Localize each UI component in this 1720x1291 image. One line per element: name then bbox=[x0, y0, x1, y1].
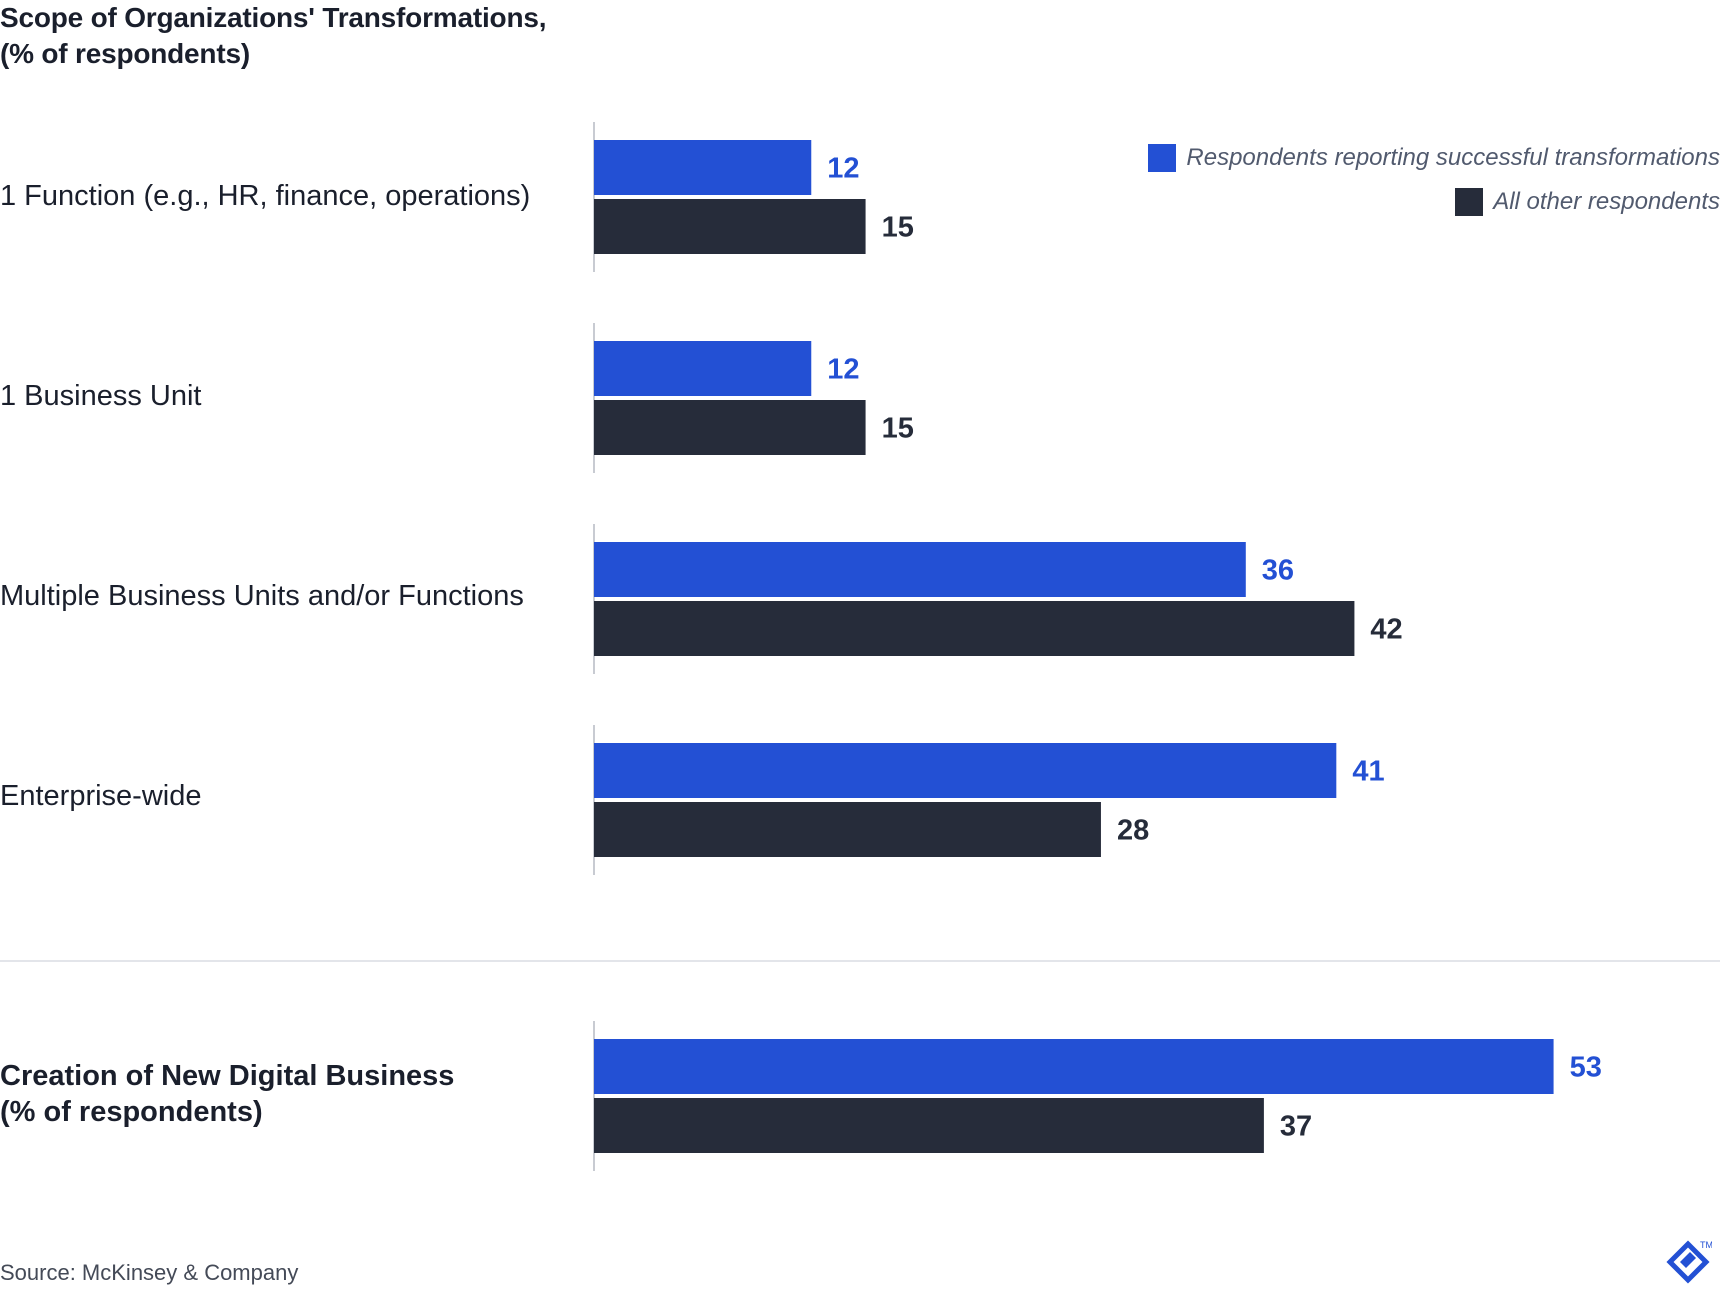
legend-label-successful: Respondents reporting successful transfo… bbox=[1186, 144, 1720, 171]
legend-label-other: All other respondents bbox=[1493, 188, 1720, 215]
bar-cat-1-series-1 bbox=[594, 140, 812, 195]
bar-cat-4-series-1 bbox=[594, 743, 1337, 798]
bar-cat-3-series-2 bbox=[594, 601, 1355, 656]
data-label-new-digital-business-series-2: 37 bbox=[1280, 1111, 1312, 1143]
category-label-1-function: 1 Function (e.g., HR, finance, operation… bbox=[0, 180, 531, 212]
data-label-cat-3-series-2: 42 bbox=[1370, 614, 1402, 646]
legend-item-other: All other respondents bbox=[1455, 188, 1720, 216]
logo-tm: TM bbox=[1700, 1240, 1712, 1250]
bar-cat-4-series-2 bbox=[594, 802, 1101, 857]
data-label-cat-4-series-2: 28 bbox=[1117, 815, 1149, 847]
chart-title-line-2: (% of respondents) bbox=[0, 38, 250, 69]
source-note: Source: McKinsey & Company bbox=[0, 1260, 299, 1285]
category-label-new-digital-business: Creation of New Digital Business (% of r… bbox=[0, 1058, 454, 1130]
data-label-cat-2-series-2: 15 bbox=[882, 413, 914, 445]
bar-cat-1-series-2 bbox=[594, 199, 866, 254]
legend-swatch-successful bbox=[1148, 144, 1177, 172]
data-label-new-digital-business-series-1: 53 bbox=[1570, 1052, 1602, 1084]
brand-logo-icon: TM bbox=[1666, 1238, 1713, 1286]
category-label-enterprise-wide: Enterprise-wide bbox=[0, 780, 202, 812]
data-label-cat-3-series-1: 36 bbox=[1262, 555, 1294, 587]
bar-new-digital-business-series-1 bbox=[594, 1039, 1554, 1094]
category-label-multiple-units: Multiple Business Units and/or Functions bbox=[0, 580, 524, 612]
data-label-cat-1-series-1: 12 bbox=[827, 153, 859, 185]
bar-cat-2-series-2 bbox=[594, 400, 866, 455]
chart-title: Scope of Organizations' Transformations,… bbox=[0, 0, 547, 72]
bar-cat-2-series-1 bbox=[594, 341, 812, 396]
digital-label-line-2: (% of respondents) bbox=[0, 1096, 263, 1128]
bar-new-digital-business-series-2 bbox=[594, 1098, 1264, 1153]
data-label-cat-4-series-1: 41 bbox=[1352, 756, 1384, 788]
bar-cat-3-series-1 bbox=[594, 542, 1246, 597]
legend-swatch-other bbox=[1455, 188, 1484, 216]
data-label-cat-1-series-2: 15 bbox=[882, 212, 914, 244]
legend-item-successful: Respondents reporting successful transfo… bbox=[1148, 144, 1720, 172]
data-label-cat-2-series-1: 12 bbox=[827, 354, 859, 386]
category-label-1-business-unit: 1 Business Unit bbox=[0, 380, 202, 412]
chart-title-line-1: Scope of Organizations' Transformations, bbox=[0, 2, 547, 33]
digital-label-line-1: Creation of New Digital Business bbox=[0, 1060, 455, 1092]
